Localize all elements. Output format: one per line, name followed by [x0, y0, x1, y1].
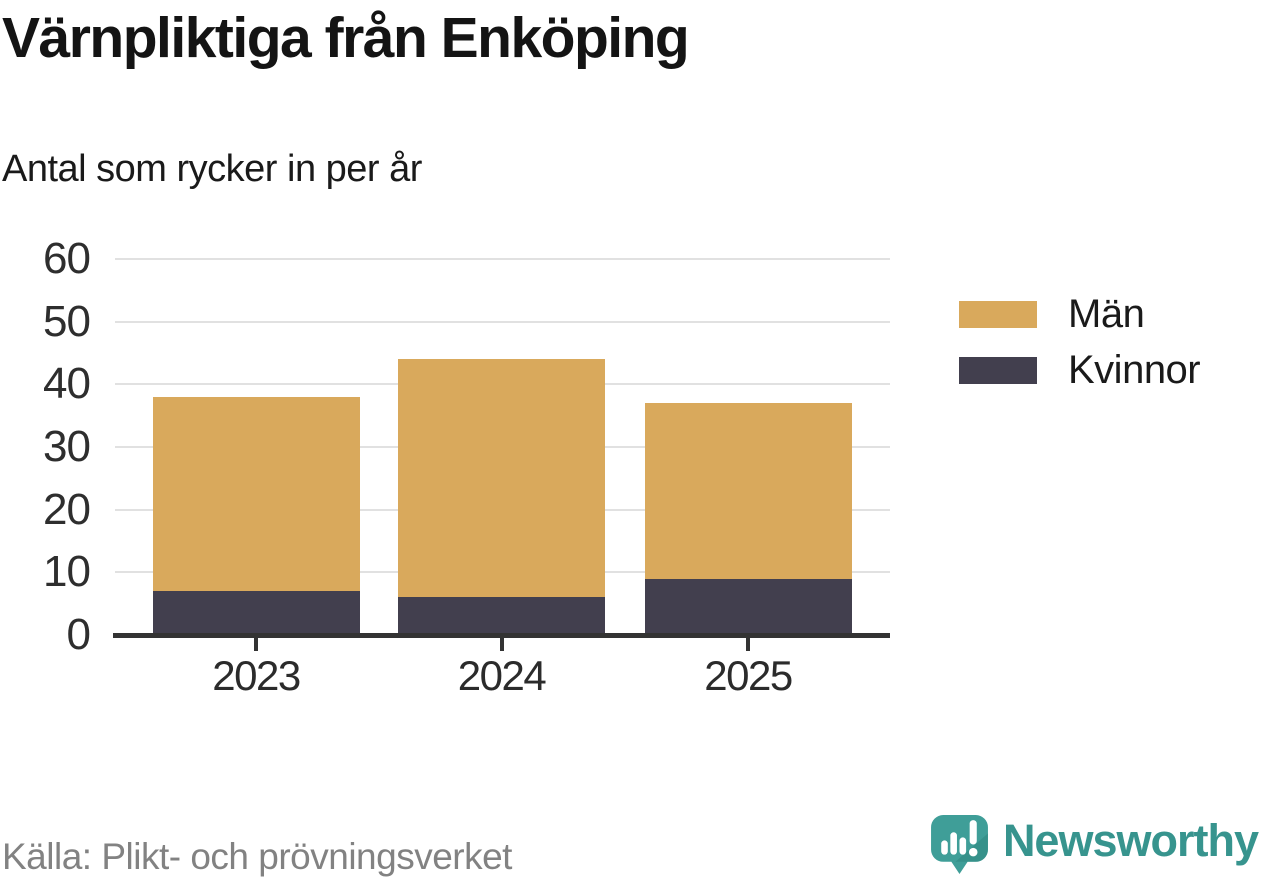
stacked-bar-2023 — [152, 396, 360, 635]
chart-subtitle: Antal som rycker in per år — [2, 148, 422, 190]
plot-area: 0 10 20 30 40 50 60 — [43, 234, 890, 659]
gridline-y-50 — [115, 320, 890, 323]
y-axis-tick-label-0: 0 — [66, 610, 91, 659]
y-axis-tick-label-10: 10 — [43, 547, 91, 597]
x-axis-tick-2023 — [254, 638, 258, 651]
bar-segment-kvinnor-2024 — [398, 597, 605, 635]
bar-segment-kvinnor-2025 — [644, 578, 852, 635]
chart-title: Värnpliktiga från Enköping — [2, 6, 690, 70]
legend-swatch-women — [959, 357, 1037, 384]
source-attribution: Källa: Plikt- och prövningsverket — [2, 836, 512, 877]
gridline-y-60 — [115, 258, 890, 260]
legend-item-men: Män — [959, 292, 1200, 336]
y-axis-tick-label-60: 60 — [43, 234, 91, 283]
y-axis-tick-label-50: 50 — [43, 296, 91, 346]
x-axis-line — [113, 633, 890, 638]
legend-swatch-men — [959, 301, 1037, 328]
bar-segment-män-2025 — [644, 403, 852, 579]
bar-segment-män-2024 — [398, 359, 605, 598]
bar-segment-män-2023 — [152, 396, 360, 592]
bar-segment-kvinnor-2023 — [152, 591, 360, 635]
x-axis-tick-label-2025: 2025 — [704, 652, 793, 699]
newsworthy-speech-bubble-chart-icon — [930, 815, 988, 874]
y-axis-tick-label-20: 20 — [43, 484, 91, 534]
y-axis-tick-label-40: 40 — [43, 359, 91, 409]
x-axis-tick-label-2024: 2024 — [457, 652, 547, 699]
stacked-bar-2025 — [644, 403, 852, 635]
legend-item-women: Kvinnor — [959, 348, 1201, 392]
brand-wordmark: Newsworthy — [1002, 815, 1259, 866]
stacked-bar-2024 — [398, 359, 605, 635]
x-axis-tick-2025 — [746, 638, 750, 651]
legend-label-women: Kvinnor — [1068, 348, 1201, 392]
legend-label-men: Män — [1068, 292, 1145, 336]
x-axis-tick-2024 — [499, 638, 504, 651]
x-axis-tick-label-2023: 2023 — [212, 652, 301, 699]
y-axis-tick-label-30: 30 — [43, 422, 91, 471]
brand-logo: Newsworthy — [929, 813, 1259, 876]
legend: Män Kvinnor — [959, 292, 1201, 413]
